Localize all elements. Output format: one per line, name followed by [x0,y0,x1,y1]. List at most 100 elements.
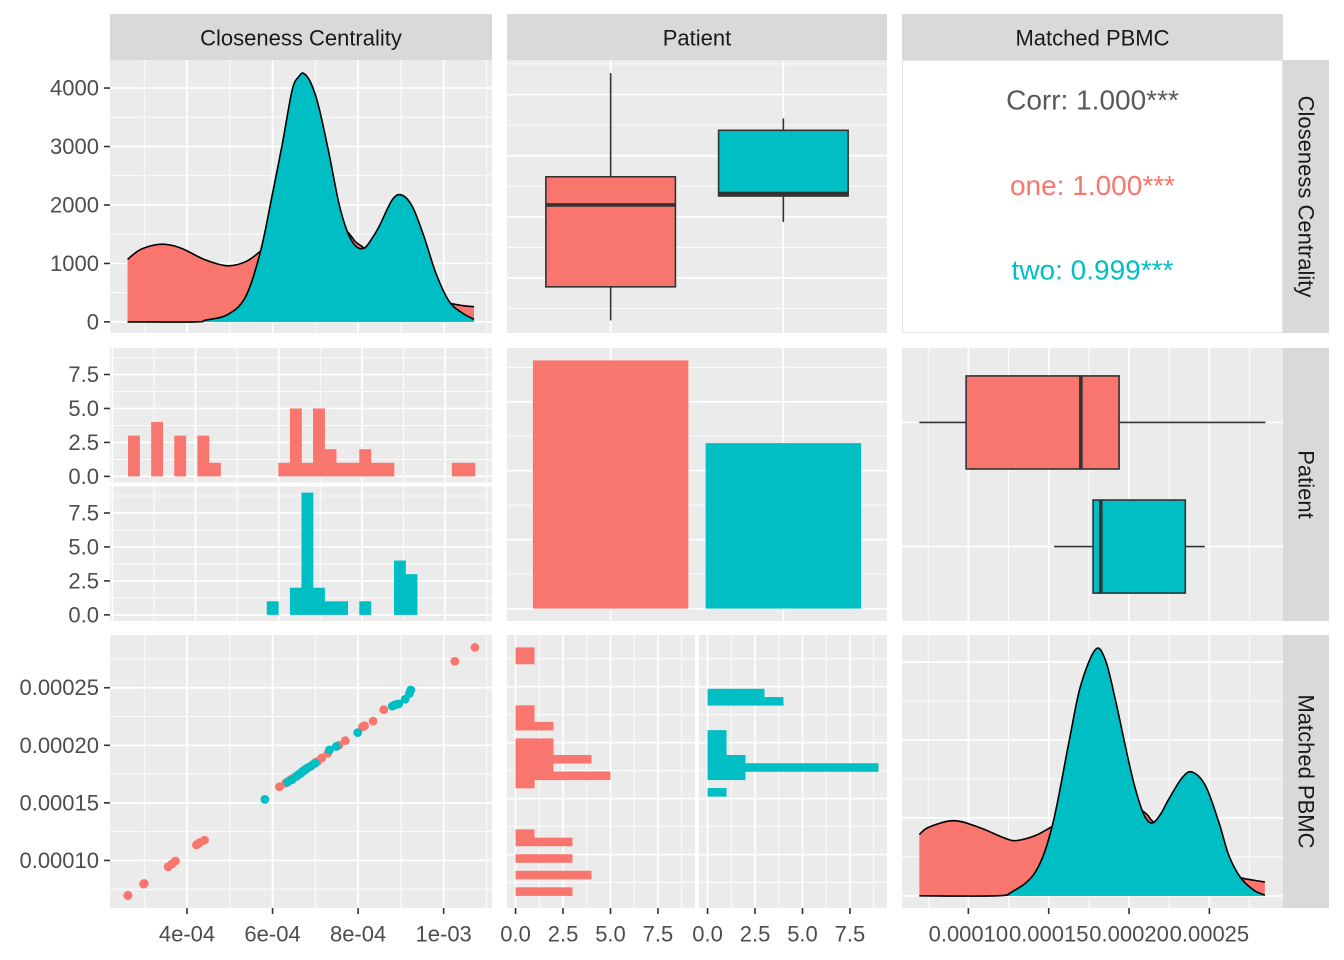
scatter-point-one [340,736,350,746]
histogram-bar [515,870,592,880]
correlation-one: one: 1.000*** [1010,170,1175,201]
x-tick-label: 5.0 [787,922,818,947]
y-tick-label: 0.00025 [19,675,99,700]
histogram-bar [174,435,187,477]
y-tick-label: 0 [87,309,99,334]
strip-background [507,14,887,60]
panel-closeness-density [110,60,492,333]
y-tick-label: 2.5 [68,430,99,455]
scatter-point-one [368,716,378,726]
density-line-two [127,72,475,323]
histogram-bar [515,738,554,747]
y-tick-label: 5.0 [68,396,99,421]
panel-pbmc-histogram-two [699,635,887,908]
histogram-bar [359,601,372,615]
y-tick-label: 0.00015 [19,790,99,815]
y-tick-label: 1000 [50,251,99,276]
top-strip-3: Matched PBMC [902,14,1283,60]
histogram-bar [324,449,337,477]
panel-patient-bar [507,348,887,621]
density-area-two [919,648,1265,897]
panel-closeness-histogram-two [110,486,492,621]
x-tick-label: 1e-03 [416,922,472,947]
scatter-point-one [470,643,480,652]
x-tick-label: 8e-04 [330,922,386,947]
y-tick-label: 2000 [50,192,99,217]
histogram-bar [515,771,611,781]
x-tick-label: 7.5 [643,922,674,947]
strip-label: Patient [663,26,732,51]
histogram-bar [707,771,746,781]
x-tick-label: 5.0 [595,922,626,947]
x-tick-label: 2.5 [548,922,579,947]
x-tick-label: 6e-04 [244,922,300,947]
panel-scatter [110,635,492,908]
y-tick-label: 0.0 [68,464,99,489]
scatter-point-two [394,699,404,709]
top-strip-1: Closeness Centrality [110,14,492,60]
panel-correlation: Corr: 1.000*** one: 1.000*** two: 0.999*** [902,60,1283,333]
histogram-bar [707,697,784,706]
histogram-bar [707,754,746,764]
y-tick-label: 7.5 [68,362,99,387]
scatter-point-one [379,705,389,715]
panel-pbmc-boxplot [902,348,1283,621]
histogram-bar [336,462,349,477]
top-strip-2: Patient [507,14,887,60]
histogram-bar [515,763,554,772]
y-tick-label: 4000 [50,76,99,101]
histogram-bar [707,730,727,739]
histogram-bar [266,601,279,615]
histogram-bar [707,788,727,797]
scatter-point-two [325,745,334,755]
x-tick-label: 7.5 [835,922,866,947]
histogram-bar [515,829,535,838]
histogram-bar [347,462,360,477]
strip-label: Closeness Centrality [200,26,402,51]
x-tick-label: 4e-04 [159,922,215,947]
histogram-bar [405,574,418,615]
histogram-bar [515,854,573,863]
right-strip-3: Matched PBMC [1283,635,1329,908]
y-tick-label: 3000 [50,134,99,159]
x-tick-label: 0.00015 [1009,922,1089,947]
panel-pbmc-histogram-one [507,635,695,908]
y-tick-label: 0.0 [68,602,99,627]
histogram-bar [515,647,535,656]
x-tick-label: 2.5 [740,922,771,947]
scatter-point-one [200,835,209,845]
scatter-point-one [171,856,180,866]
scatter-point-one [317,753,327,763]
scatter-point-one [360,721,369,731]
strip-background [1283,348,1329,621]
strip-background [110,14,492,60]
histogram-bar [301,462,314,477]
histogram-bar [313,587,325,615]
y-tick-label: 2.5 [68,568,99,593]
correlation-overall: Corr: 1.000*** [1006,85,1179,116]
strip-label: Matched PBMC [1015,26,1169,51]
histogram-bar [515,837,573,847]
x-tick-label: 0.00010 [929,922,1009,947]
histogram-bar [382,462,395,477]
histogram-bar [324,601,337,615]
scatter-point-two [406,685,416,695]
scatter-point-two [310,758,320,768]
histogram-bar [451,462,464,477]
x-tick-label: 0.0 [500,922,531,947]
box-two [717,129,849,197]
histogram-bar [278,462,291,477]
panel-closeness-histogram-one [110,348,492,483]
histogram-bar [515,887,573,896]
right-strip-1: Closeness Centrality [1283,60,1329,333]
histogram-bar [289,587,302,615]
histogram-bar [515,713,535,723]
panel-closeness-boxplot [507,60,887,333]
strip-label: Patient [1294,450,1319,519]
scatter-point-two [331,742,341,751]
histogram-bar [707,746,727,756]
density-line-two [919,647,1266,897]
panel-pbmc-density [902,635,1283,908]
box-one [965,375,1120,470]
